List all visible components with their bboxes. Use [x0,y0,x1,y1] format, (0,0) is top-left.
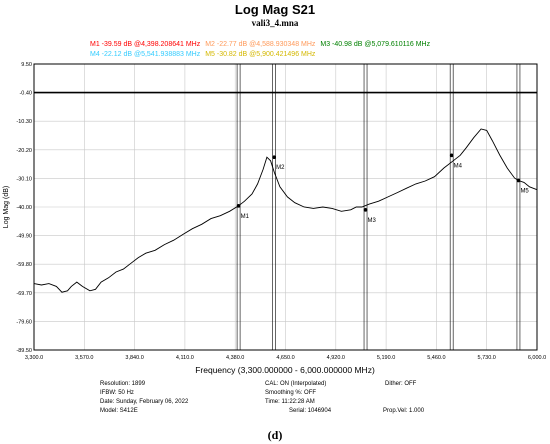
chart-grid [33,63,538,351]
chart-title: Log Mag S21 [234,2,316,17]
x-tick-label: 6,000.0 [528,355,546,361]
y-tick-label: 9.50 [21,62,32,68]
marker-readout-m2: M2 -22.77 dB @4,588.930348 MHz [205,41,316,48]
y-axis-label: Log Mag (dB) [3,186,10,228]
info-prop-vel: Prop.Vel: 1.000 [383,408,425,414]
y-tick-label: -79.60 [16,319,32,325]
x-tick-label: 3,570.0 [75,355,93,361]
y-tick-label: -0.40 [19,91,32,97]
marker-label: M1 [241,214,250,220]
info-dither: Dither: OFF [385,381,417,387]
figure-caption: (d) [267,428,283,442]
marker-points: M1 M2 M3 M4 M5 [236,153,529,224]
x-tick-label: 5,190.0 [377,355,395,361]
x-tick-label: 4,920.0 [327,355,345,361]
y-tick-label: -40.00 [16,205,32,211]
marker-point [272,155,276,160]
marker-vertical-lines [236,64,521,350]
info-model: Model: S412E [100,408,138,414]
marker-readout-row-1: M1 -39.59 dB @4,398.208641 MHz M2 -22.77… [90,41,433,48]
marker-label: M2 [276,165,285,171]
chart-tick-labels: 9.50 -0.40 -10.30 -20.20 -30.10 -40.00 -49.90 -… [16,62,546,361]
info-serial: Serial: 1046904 [289,408,332,414]
plot-frame [33,63,538,351]
y-tick-label: -10.30 [16,119,32,125]
marker-label: M4 [454,163,463,169]
info-ifbw: IFBW: 50 Hz [100,390,134,396]
info-date: Date: Sunday, February 06, 2022 [100,399,189,405]
info-resolution: Resolution: 1899 [100,381,146,387]
y-tick-label: -20.20 [16,148,32,154]
marker-readout-m4: M4 -22.12 dB @5,541.938883 MHz [90,51,201,58]
series-line [33,128,538,293]
info-cal: CAL: ON (Interpolated) [265,381,327,387]
x-tick-label: 4,650.0 [276,355,294,361]
marker-label: M3 [368,218,377,224]
y-tick-label: -30.10 [16,176,32,182]
x-tick-label: 3,300.0 [25,355,43,361]
marker-readout-m1: M1 -39.59 dB @4,398.208641 MHz [90,41,201,48]
x-tick-label: 3,840.0 [125,355,143,361]
x-tick-label: 4,380.0 [226,355,244,361]
marker-point [236,204,241,208]
marker-point [363,208,368,212]
x-tick-label: 5,460.0 [427,355,445,361]
info-time: Time: 11:22:28 AM [265,399,315,405]
y-tick-label: -59.80 [16,262,32,268]
marker-readout-m5: M5 -30.82 dB @5,900.421496 MHz [205,51,316,58]
info-smoothing: Smoothing %: OFF [265,390,317,396]
marker-point [516,178,521,183]
y-tick-label: -69.70 [16,291,32,297]
x-tick-label: 4,110.0 [176,355,194,361]
x-axis-label: Frequency (3,300.000000 - 6,000.000000 M… [195,365,375,375]
marker-readout-m3: M3 -40.98 dB @5,079.610116 MHz [320,41,431,48]
x-tick-label: 5,730.0 [478,355,496,361]
marker-point [449,153,454,158]
chart-subtitle: vali3_4.mna [251,18,299,28]
y-tick-label: -49.90 [16,234,32,240]
y-tick-label: -89.50 [16,348,32,354]
marker-readout-row-2: M4 -22.12 dB @5,541.938883 MHz M5 -30.82… [90,51,318,58]
marker-label: M5 [520,188,529,194]
